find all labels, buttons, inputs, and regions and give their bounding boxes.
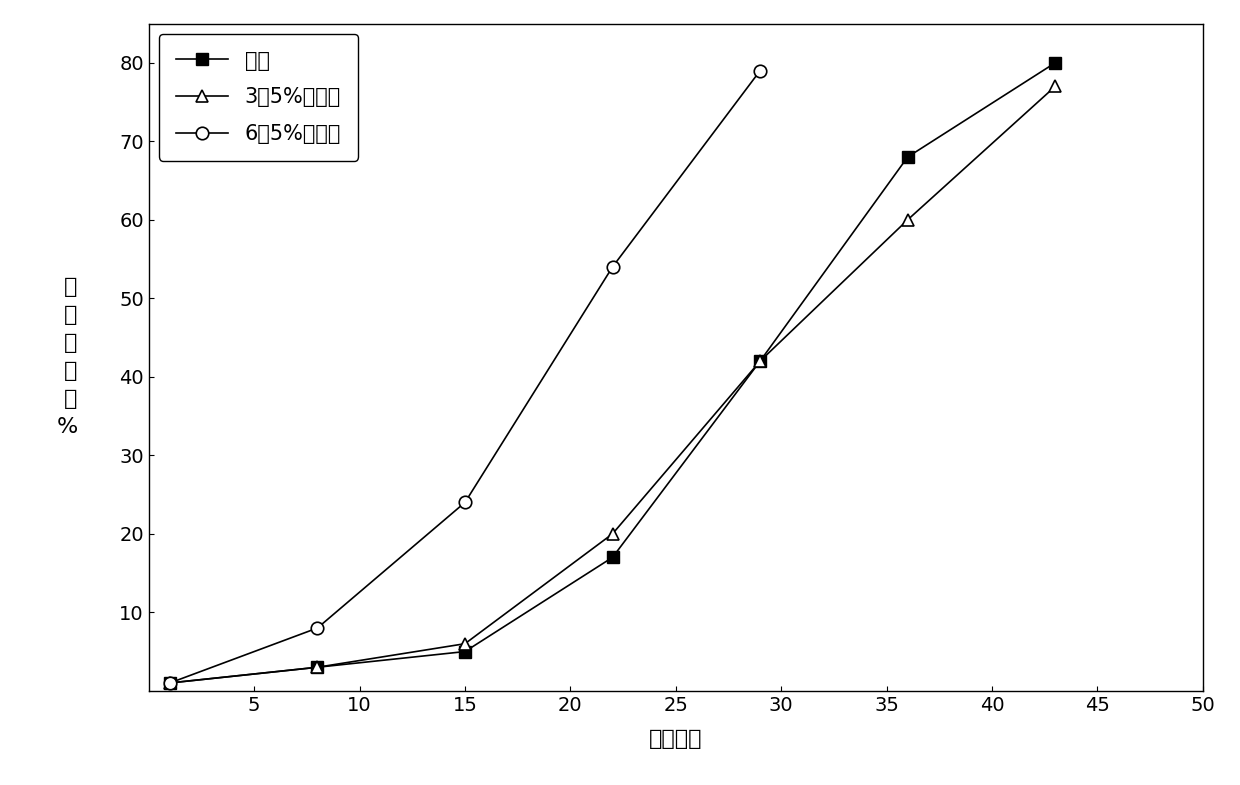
- 参比: [1048, 58, 1063, 68]
- 6．5%滑石粉: [162, 678, 177, 688]
- 参比: [900, 152, 915, 162]
- 参比: [458, 647, 472, 656]
- 3．5%滑石粉: [900, 215, 915, 225]
- 参比: [753, 356, 768, 366]
- 3．5%滑石粉: [753, 356, 768, 366]
- 6．5%滑石粉: [605, 262, 620, 272]
- Line: 3．5%滑石粉: 3．5%滑石粉: [164, 80, 1061, 689]
- 参比: [310, 663, 325, 672]
- 3．5%滑石粉: [605, 529, 620, 539]
- Line: 参比: 参比: [164, 57, 1061, 689]
- 3．5%滑石粉: [310, 663, 325, 672]
- Y-axis label: 累
积
溶
出
率
%: 累 积 溶 出 率 %: [56, 277, 78, 437]
- 3．5%滑石粉: [1048, 82, 1063, 91]
- Legend: 参比, 3．5%滑石粉, 6．5%滑石粉: 参比, 3．5%滑石粉, 6．5%滑石粉: [159, 34, 357, 161]
- 3．5%滑石粉: [162, 678, 177, 688]
- 参比: [605, 553, 620, 562]
- X-axis label: 时间，天: 时间，天: [649, 728, 703, 749]
- Line: 6．5%滑石粉: 6．5%滑石粉: [164, 64, 766, 689]
- 6．5%滑石粉: [753, 66, 768, 75]
- 6．5%滑石粉: [458, 498, 472, 507]
- 3．5%滑石粉: [458, 639, 472, 648]
- 参比: [162, 678, 177, 688]
- 6．5%滑石粉: [310, 623, 325, 633]
